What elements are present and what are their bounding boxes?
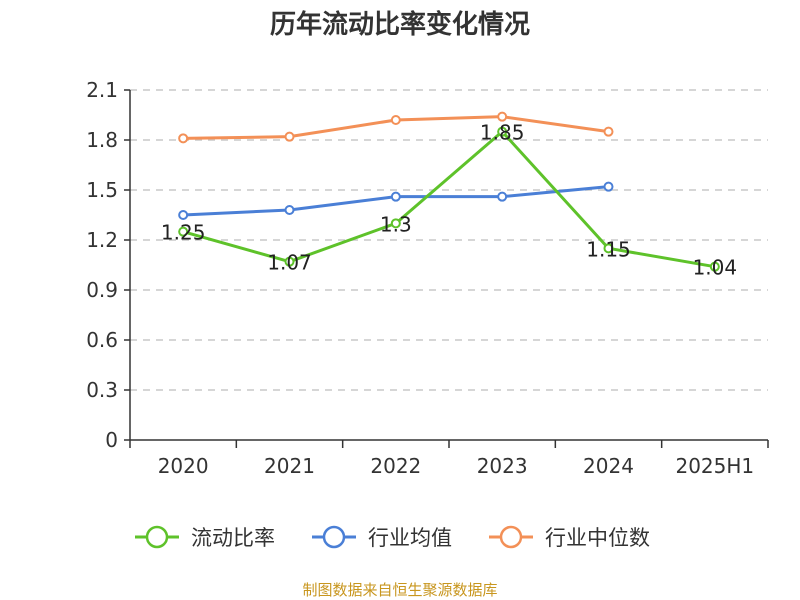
- data-point: [390, 191, 401, 202]
- x-tick-label: 2023: [477, 454, 528, 478]
- data-point: [709, 261, 720, 272]
- y-tick-label: 0.6: [86, 328, 118, 352]
- data-point: [178, 210, 189, 220]
- legend-marker: [145, 525, 169, 549]
- legend-marker: [499, 525, 523, 549]
- y-tick-label: 1.5: [86, 178, 118, 202]
- data-point: [178, 226, 189, 237]
- y-tick-label: 0.3: [86, 378, 118, 402]
- data-point: [178, 133, 189, 144]
- source-note: 制图数据来自恒生聚源数据库: [302, 581, 497, 599]
- legend-label: 行业均值: [368, 526, 452, 550]
- x-tick-label: 2022: [370, 454, 421, 478]
- y-tick-label: 1.2: [86, 228, 118, 252]
- data-point: [603, 181, 614, 192]
- grid-lines: [130, 89, 768, 391]
- data-point: [497, 191, 508, 202]
- data-point: [390, 115, 401, 125]
- data-label: 1.15: [586, 237, 631, 261]
- x-tick-label: 2021: [264, 454, 315, 478]
- y-tick-label: 2.1: [86, 78, 118, 102]
- data-label: 1.85: [480, 121, 525, 145]
- data-label: 1.25: [161, 221, 206, 245]
- data-point: [603, 243, 614, 254]
- legend[interactable]: 流动比率 行业均值 行业中位数: [135, 525, 650, 550]
- data-point: [284, 256, 295, 267]
- data-label: 1.04: [693, 256, 738, 280]
- data-point: [497, 111, 508, 122]
- y-tick-label: 0.9: [86, 278, 118, 302]
- axes: 0 0.3 0.6 0.9 1.2 1.5 1.8 2.1 2020 2021 2022 2023 20…: [86, 78, 769, 478]
- legend-label: 流动比率: [191, 526, 275, 550]
- legend-label: 行业中位数: [545, 526, 650, 550]
- data-point: [603, 126, 614, 137]
- x-tick-label: 2025H1: [675, 454, 754, 478]
- chart-title: 历年流动比率变化情况: [270, 9, 530, 40]
- data-label: 1.07: [267, 251, 312, 275]
- data-point: [497, 126, 508, 137]
- legend-marker: [322, 525, 346, 549]
- y-tick-label: 1.8: [86, 128, 118, 152]
- data-point: [284, 131, 295, 142]
- x-tick-label: 2020: [158, 454, 209, 478]
- series-line-0: [182, 130, 716, 269]
- y-tick-label: 0: [105, 428, 118, 452]
- x-tick-label: 2024: [583, 454, 634, 478]
- data-labels: 1.25 1.07 1.3 1.85 1.15 1.04: [161, 121, 737, 280]
- series-group: [178, 111, 720, 272]
- data-label: 1.3: [380, 212, 412, 236]
- data-point: [284, 205, 295, 215]
- data-point: [390, 218, 401, 229]
